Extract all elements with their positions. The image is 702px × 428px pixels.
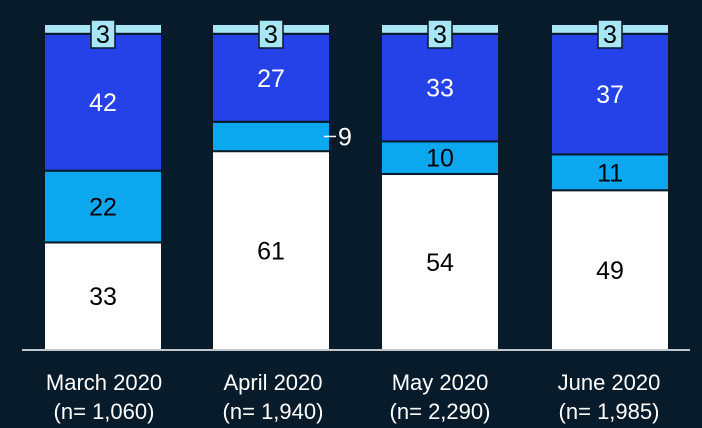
segment-label-box-3 [427,19,453,49]
bar-segment-2-2 [211,120,331,153]
x-tick-label-1: March 2020 [46,370,162,395]
data-label-1-2: 22 [89,194,117,222]
data-label-2-1: 61 [257,238,285,266]
segment-label-box-2 [258,19,284,49]
bar-segment-1-2 [43,169,163,244]
bars-layer [43,23,670,351]
bar-segment-4-2 [550,153,670,192]
bar-segment-3-2 [380,140,500,175]
data-label-3-2: 10 [426,145,454,173]
data-label-3-1: 54 [426,249,454,277]
x-tick-sample-size-2: (n= 1,940) [223,399,324,424]
data-label-3-4: 3 [433,21,447,49]
bar-segment-4-3 [550,32,670,156]
data-label-1-1: 33 [89,283,117,311]
x-tick-sample-size-4: (n= 1,985) [559,399,660,424]
bar-segment-1-1 [43,241,163,351]
data-label-1-4: 3 [96,21,110,49]
data-label-4-4: 3 [603,21,617,49]
x-tick-label-4: June 2020 [558,370,661,395]
data-label-2-4: 3 [264,21,278,49]
data-label-4-3: 37 [596,81,624,109]
data-label-2-3: 27 [257,65,285,93]
bar-segment-4-1 [550,189,670,351]
data-label-4-2: 11 [597,159,623,187]
x-tick-sample-size-3: (n= 2,290) [390,399,491,424]
data-label-1-3: 42 [89,89,117,117]
bar-segment-2-1 [211,150,331,351]
x-tick-label-3: May 2020 [392,370,489,395]
x-tick-label-2: April 2020 [223,370,322,395]
x-tick-sample-size-1: (n= 1,060) [54,399,155,424]
data-label-4-1: 49 [596,257,624,285]
data-label-2-2: 9 [338,123,352,151]
segment-label-box-1 [90,19,116,49]
x-axis-labels-layer: March 2020 (n= 1,060) April 2020 (n= 1,940)… [46,370,660,424]
segment-label-box-4 [597,19,623,49]
bar-segment-3-3 [380,32,500,143]
data-label-3-3: 33 [426,75,454,103]
